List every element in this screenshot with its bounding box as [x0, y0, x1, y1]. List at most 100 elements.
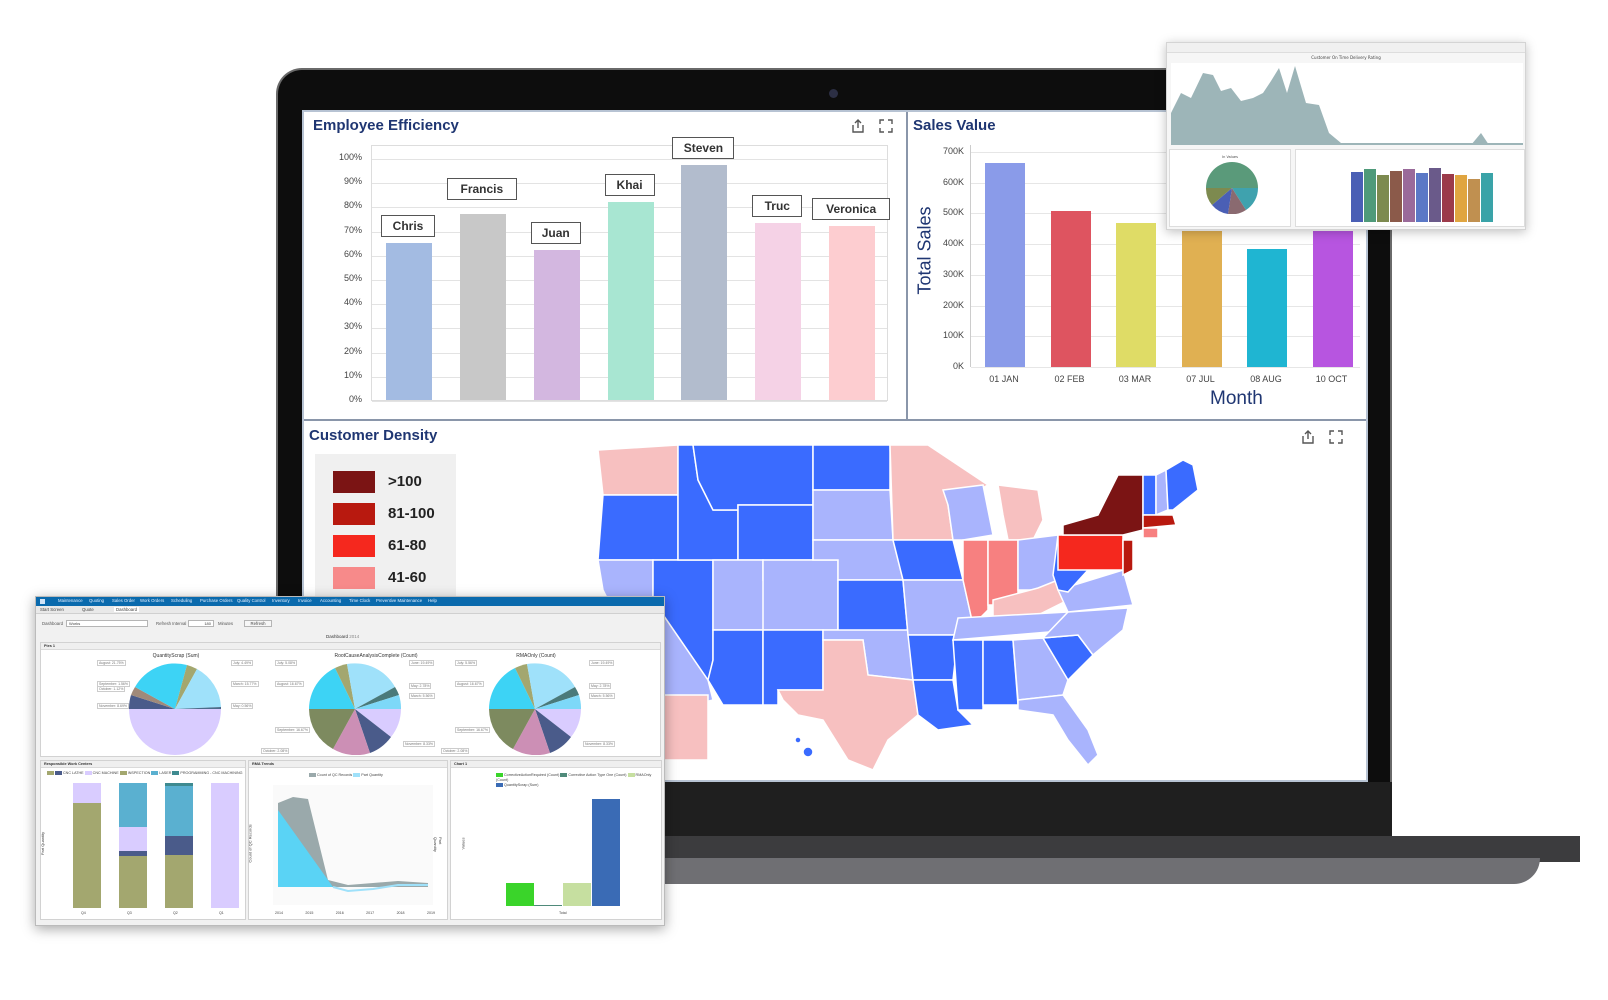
work-centers-pane: Responsible Work Centers CNC LATHE CNC M…	[40, 760, 246, 920]
legend-label: 81-100	[388, 505, 435, 522]
legend-swatch	[333, 503, 375, 525]
bar-01-jan[interactable]	[985, 162, 1025, 367]
y-tick: 30%	[343, 321, 362, 332]
gridline	[971, 367, 1360, 368]
rma-trends-pane: RMA Trends Count of QC Records Part Quan…	[248, 760, 448, 920]
pie-title: RMAOnly (Count)	[516, 653, 556, 659]
y-tick: 400K	[942, 238, 964, 249]
pie-label: May: 2.78%	[589, 683, 612, 689]
gridline	[372, 159, 887, 160]
pane-title: RMA Trends	[249, 761, 447, 768]
y-tick: 500K	[942, 207, 964, 218]
erp-app-window[interactable]: Maintenance Quoting Sales Order Work Ord…	[35, 596, 665, 926]
tab-start-screen[interactable]: Start Screen	[40, 607, 64, 612]
minutes-label: Minutes	[218, 621, 234, 626]
menu-scheduling[interactable]: Scheduling	[171, 598, 193, 603]
preview-toolbar	[1167, 43, 1525, 53]
laptop-base	[640, 836, 1580, 862]
menu-purchase-orders[interactable]: Purchase Orders	[200, 598, 233, 603]
tab-quote[interactable]: Quote	[82, 607, 94, 612]
y-axis-label: Part Quantity	[40, 831, 46, 856]
x-tick: 08 AUG	[1250, 374, 1282, 384]
pie-label: June: 19.49%	[589, 660, 615, 666]
x-axis-label: Total	[559, 911, 567, 915]
bar-08-aug[interactable]	[1247, 249, 1287, 367]
x-tick: 02 FEB	[1054, 374, 1085, 384]
share-icon[interactable]	[1299, 429, 1317, 447]
bar-juan[interactable]	[533, 249, 580, 400]
share-icon[interactable]	[849, 118, 867, 136]
y2-axis-label: Part Quantity	[433, 837, 443, 852]
pie-label: August: 16.67%	[455, 681, 484, 687]
y-tick: 0K	[952, 361, 964, 371]
bar-03-mar[interactable]	[1116, 223, 1156, 367]
legend-swatch	[333, 471, 375, 493]
bar-truc[interactable]	[755, 223, 802, 400]
pie-chart	[309, 663, 401, 755]
bar-chris[interactable]	[386, 242, 432, 400]
floating-dashboard-preview[interactable]: Customer On Time Delivery Rating In Valu…	[1166, 42, 1526, 230]
legend-swatch	[333, 567, 375, 589]
tab-dashboard[interactable]: Dashboard	[114, 607, 140, 612]
pane-title: Responsible Work Centers	[41, 761, 245, 768]
bar-02-feb[interactable]	[1050, 210, 1091, 367]
pie-label: June: 19.49%	[409, 660, 435, 666]
preview-title: Customer On Time Delivery Rating	[1311, 55, 1381, 60]
menu-time-clock[interactable]: Time Clock	[349, 598, 371, 603]
x-tick: 03 MAR	[1118, 374, 1152, 384]
pie-label: July: 5.08%	[275, 660, 298, 666]
pie-title: In Values	[1222, 155, 1238, 159]
menu-preventive-maintenance[interactable]: Preventive Maintenance	[376, 598, 423, 603]
gridline	[971, 305, 1360, 307]
chart-legend: CNC LATHE CNC MACHINE INSPECTION LASER P…	[47, 771, 243, 776]
bar-francis[interactable]	[459, 213, 506, 400]
menu-quality-control[interactable]: Quality Control	[237, 598, 266, 603]
y-tick: 80%	[343, 200, 362, 211]
employee-efficiency-chart	[371, 145, 888, 402]
menu-maintenance[interactable]: Maintenance	[58, 598, 83, 603]
y-axis-label: Count of QC Records	[247, 824, 253, 863]
preview-pie-pane: In Values	[1169, 149, 1291, 227]
gridline	[971, 244, 1360, 246]
pie-title: QuantityScrap (Sum)	[152, 653, 200, 659]
panel-divider	[906, 112, 908, 419]
bar-steven[interactable]	[681, 165, 728, 400]
x-axis-label: Month	[1210, 388, 1263, 409]
pie-label: November: 8.33%	[583, 741, 616, 747]
bar-chart	[1351, 168, 1493, 222]
area-chart	[273, 785, 433, 905]
menu-sales-order[interactable]: Sales Order	[112, 598, 135, 603]
x-tick: Q2	[173, 911, 178, 915]
chart-legend: CorrectiveActionRequired (Count) Correct…	[496, 773, 652, 788]
menu-inventory[interactable]: Inventory	[272, 598, 290, 603]
refresh-button[interactable]: Refresh	[244, 620, 272, 627]
bar-07-jul[interactable]	[1181, 231, 1222, 367]
menu-work-orders[interactable]: Work Orders	[140, 598, 165, 603]
bar-veronica[interactable]	[829, 225, 876, 400]
gridline	[971, 152, 1360, 153]
pie-label: May: 0.56%	[231, 703, 254, 709]
expand-icon[interactable]	[1327, 429, 1345, 447]
pane-title: Pies 1	[41, 643, 660, 650]
menu-accounting[interactable]: Accounting	[320, 598, 342, 603]
chart1-pane: Chart 1 CorrectiveActionRequired (Count)…	[450, 760, 662, 920]
pie-label: October: 1.12%	[97, 686, 126, 692]
dashboard-label: Dashboard	[42, 621, 64, 626]
menu-quoting[interactable]: Quoting	[89, 598, 105, 603]
y-tick: 100K	[942, 330, 964, 341]
refresh-interval-input[interactable]: 180	[188, 620, 214, 627]
bar-10-oct[interactable]	[1312, 230, 1353, 367]
pie-label: July: 5.56%	[455, 660, 478, 666]
dashboard-select[interactable]: Works	[66, 620, 148, 627]
bar-khai[interactable]	[607, 201, 654, 400]
us-density-map[interactable]	[598, 440, 1208, 775]
menu-help[interactable]: Help	[428, 598, 437, 603]
expand-icon[interactable]	[877, 118, 895, 136]
customer-density-title: Customer Density	[309, 427, 438, 444]
pie-label: May: 2.78%	[409, 683, 432, 689]
legend-label: 41-60	[388, 569, 427, 586]
pie-chart	[1206, 162, 1258, 214]
menu-invoice[interactable]: Invoice	[298, 598, 312, 603]
pie-label: March: 5.56%	[589, 693, 615, 699]
gridline	[372, 401, 887, 402]
